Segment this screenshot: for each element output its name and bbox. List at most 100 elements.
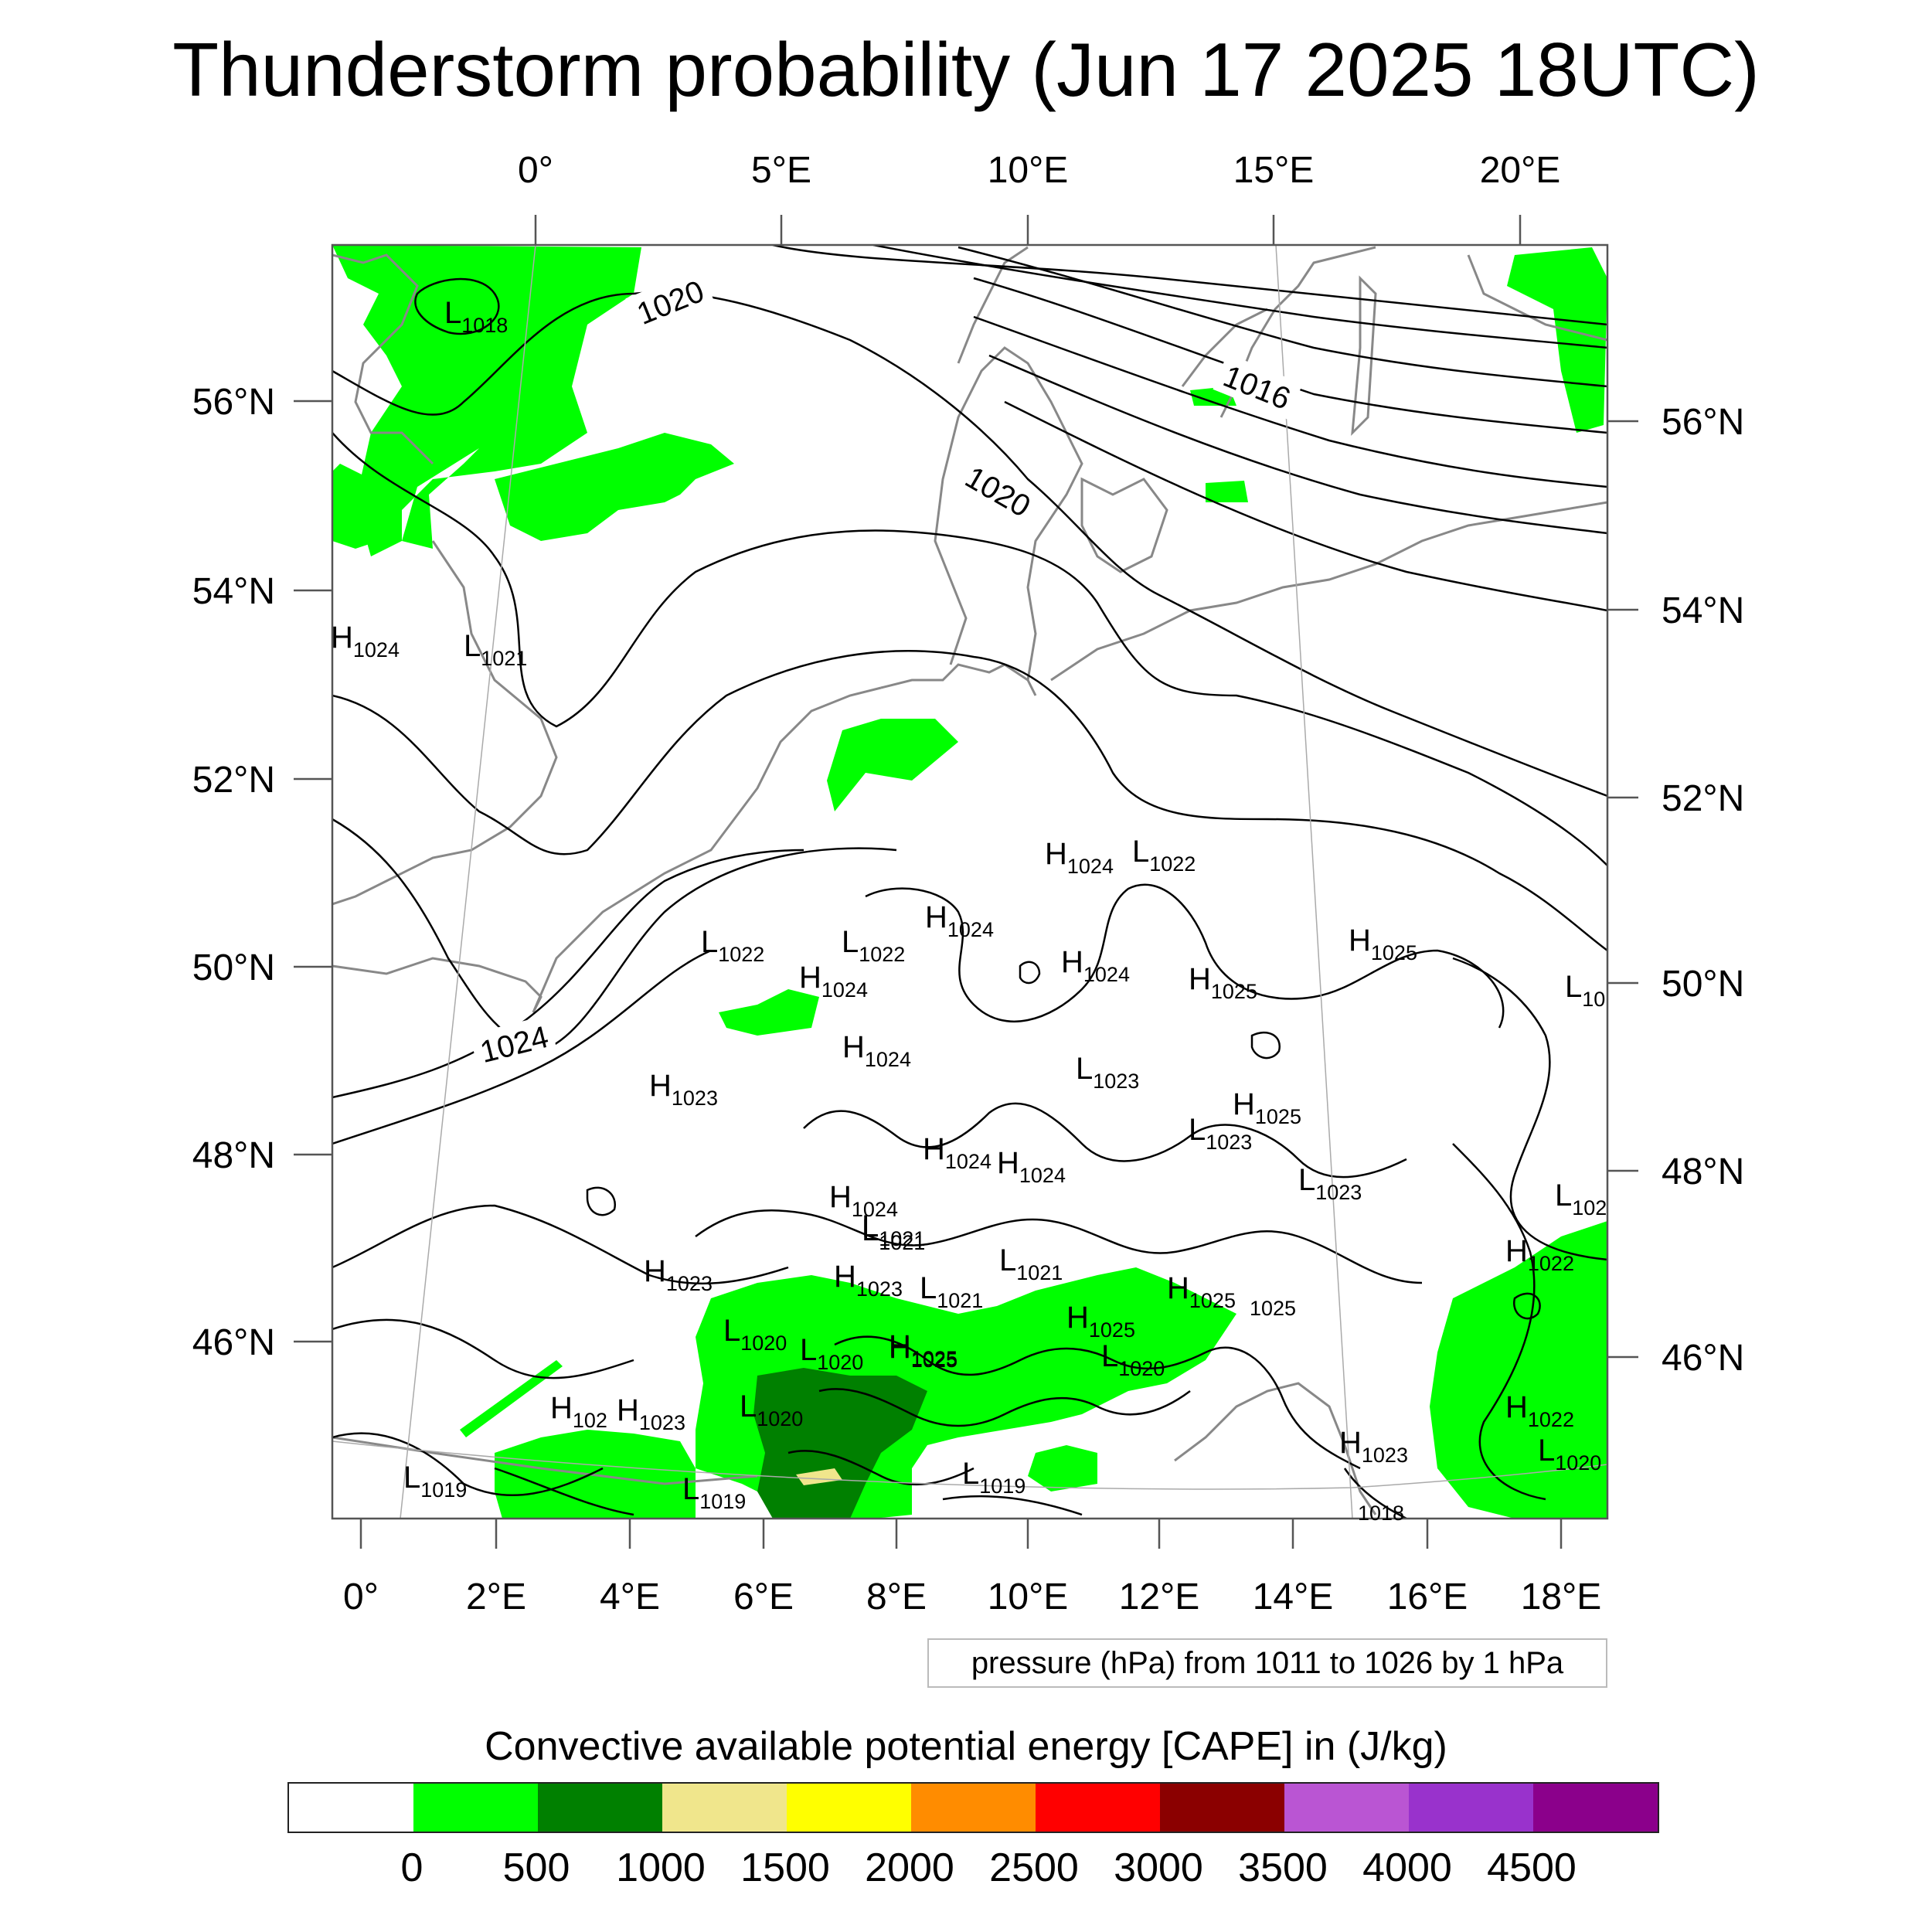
coast-gotland — [1351, 275, 1377, 436]
bottom-lon-label: 16°E — [1387, 1577, 1468, 1617]
coast-norway — [957, 246, 1029, 364]
top-ticks — [534, 215, 1522, 245]
pressure-center-label: 1025 — [1250, 1297, 1296, 1320]
colorbar-labels: 0 500 1000 1500 2000 2500 3000 3500 4000 4500 — [0, 1843, 1932, 1897]
cape-shading-500 — [753, 1368, 927, 1519]
top-lon-label: 15°E — [1233, 150, 1315, 191]
pressure-center-label: H1025 — [889, 1331, 957, 1372]
right-lat-label: 48°N — [1662, 1151, 1744, 1192]
colorbar-swatch — [289, 1784, 413, 1832]
coast-france-north — [532, 686, 882, 1013]
coast-baltic-east — [1467, 254, 1607, 342]
pressure-center-label: H1024 — [1061, 945, 1130, 986]
left-lat-label: 50°N — [192, 947, 275, 988]
colorbar-label: 1500 — [740, 1845, 830, 1890]
bottom-lon-label: 12°E — [1119, 1577, 1200, 1617]
pressure-center-label: H1024 — [829, 1180, 898, 1221]
isobar-3 — [957, 246, 1607, 388]
colorbar-label: 2500 — [989, 1845, 1079, 1890]
isobar-1018-loop — [414, 277, 500, 335]
colorbar — [287, 1782, 1659, 1833]
isobar-alps-3 — [787, 1450, 975, 1486]
bottom-lon-label: 18°E — [1521, 1577, 1602, 1617]
isobar-east-2 — [1452, 1143, 1546, 1501]
pressure-center-label: L1023 — [1076, 1052, 1139, 1093]
pressure-center-label: L1022 — [1132, 835, 1196, 876]
top-lon-label: 5°E — [751, 150, 811, 191]
coast-scotland — [332, 253, 434, 465]
isobar-5 — [973, 315, 1607, 488]
map-frame — [331, 243, 1609, 1520]
right-lat-label: 46°N — [1662, 1338, 1744, 1379]
isobars — [332, 245, 1607, 1519]
colorbar-swatch — [911, 1784, 1036, 1832]
colorbar-swatch — [662, 1784, 787, 1832]
cape-area-netherlands — [827, 719, 958, 811]
cape-streak-sw — [460, 1360, 563, 1437]
isobar-south-1 — [494, 1467, 634, 1516]
pressure-center-label: L1019 — [403, 1461, 467, 1502]
isobar-1023-south — [332, 1204, 789, 1285]
pressure-center-label: H1022 — [1505, 1390, 1574, 1431]
pressure-center-label: 1018 — [1358, 1502, 1404, 1525]
top-lon-label: 10°E — [988, 150, 1069, 191]
isobar-1020-south — [332, 1432, 604, 1497]
bottom-lon-label: 4°E — [600, 1577, 660, 1617]
pressure-center-label: L1022 — [842, 925, 905, 966]
bottom-lon-label: 8°E — [866, 1577, 927, 1617]
pressure-center-label: L1020 — [800, 1333, 863, 1374]
coast-sweden-southwest — [1181, 308, 1268, 387]
pressure-center-label: L1021 — [920, 1271, 983, 1312]
pressure-center-label: H1024 — [799, 961, 868, 1002]
pressure-center-label: H1025 — [1189, 962, 1257, 1003]
isobar-loop-4 — [1512, 1292, 1541, 1320]
cape-area-north-sea-central — [495, 433, 734, 541]
pressure-center-label: H1024 — [842, 1030, 911, 1071]
pressure-center-label: L1021 — [999, 1243, 1063, 1284]
top-lon-label: 0° — [518, 150, 553, 191]
isobar-loop-3 — [586, 1186, 617, 1216]
right-lat-label: 50°N — [1662, 964, 1744, 1005]
bottom-lon-label: 14°E — [1253, 1577, 1334, 1617]
colorbar-swatch — [1160, 1784, 1284, 1832]
isobar-1 — [772, 245, 1607, 326]
isobar-4 — [973, 277, 1607, 434]
isobar-1022 — [332, 650, 1607, 951]
right-ticks — [1607, 420, 1638, 1359]
pressure-center-label: L1023 — [1189, 1113, 1252, 1154]
pressure-center-label: H1023 — [649, 1069, 718, 1110]
left-ticks — [294, 400, 332, 1343]
isobar-loop-2 — [1250, 1031, 1281, 1060]
cape-area-north-sea-west — [332, 245, 641, 556]
cape-area-swedish-coast — [1507, 247, 1607, 433]
pressure-center-label: L1020 — [723, 1314, 787, 1355]
pressure-center-label: H1024 — [925, 900, 994, 941]
cape-area-khaki — [796, 1468, 842, 1485]
pressure-center-label: H1024 — [997, 1146, 1066, 1187]
pressure-center-label: L1020 — [1538, 1434, 1601, 1475]
right-lat-label: 56°N — [1662, 402, 1744, 443]
isobar-central-loops-2 — [803, 1102, 1407, 1179]
isobar-1024-b — [332, 949, 712, 1145]
pressure-center-label: H1025 — [889, 1329, 957, 1370]
left-lat-label: 54°N — [192, 571, 275, 612]
colorbar-swatch — [413, 1784, 538, 1832]
colorbar-swatch — [1284, 1784, 1409, 1832]
colorbar-swatch — [1533, 1784, 1658, 1832]
cape-area-dark-western-alps — [753, 1368, 927, 1519]
left-lat-label: 56°N — [192, 382, 275, 423]
pressure-center-label: L1020 — [740, 1389, 803, 1430]
isobar-1024 — [332, 849, 804, 1099]
meridian-15e — [1275, 245, 1353, 1519]
pressure-center-label: H1024 — [1045, 837, 1114, 878]
top-lon-label: 20°E — [1480, 150, 1561, 191]
colorbar-label: 500 — [502, 1845, 570, 1890]
colorbar-swatch — [538, 1784, 662, 1832]
colorbar-title: Convective available potential energy [C… — [485, 1724, 1447, 1769]
bottom-lon-label: 10°E — [988, 1577, 1069, 1617]
right-lat-label: 54°N — [1662, 590, 1744, 631]
pressure-center-label: L1022 — [701, 925, 764, 966]
isobar-6 — [988, 354, 1607, 535]
pressure-center-label: H1023 — [834, 1260, 903, 1301]
